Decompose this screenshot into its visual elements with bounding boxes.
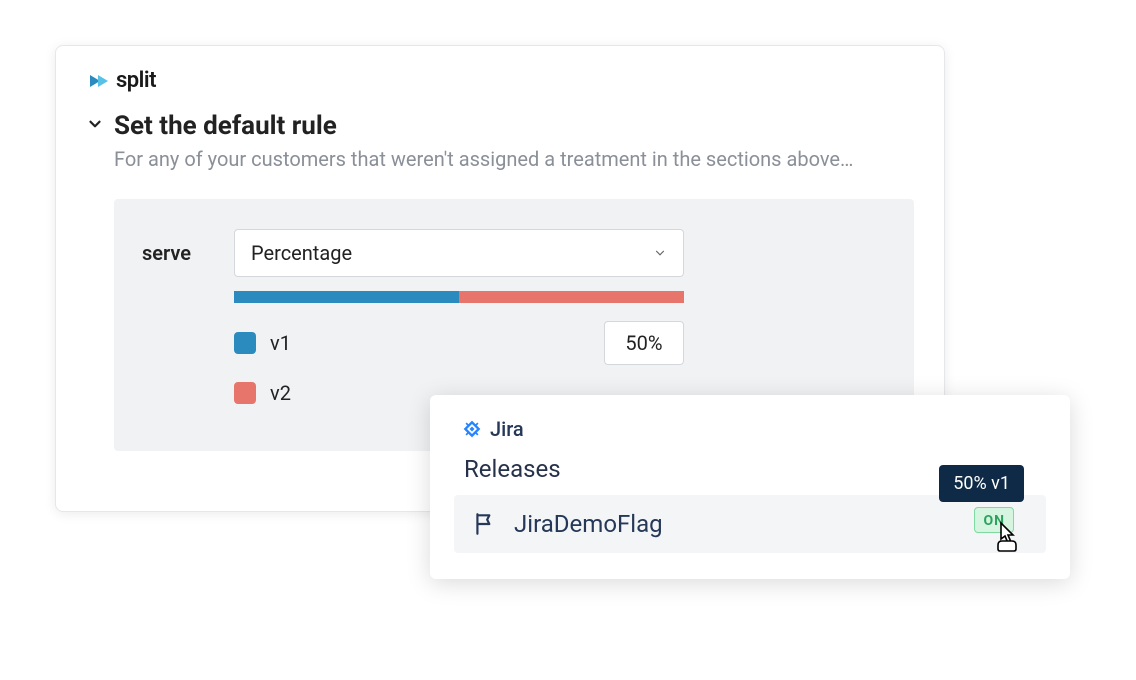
treatment-swatch: [234, 332, 256, 354]
chevron-down-icon: [653, 246, 667, 260]
status-tooltip: 50% v1: [939, 465, 1024, 502]
serve-select[interactable]: Percentage: [234, 229, 684, 277]
jira-panel: Jira Releases JiraDemoFlag 50% v1 ON: [430, 395, 1070, 579]
treatment-row: v1 50%: [234, 321, 684, 365]
jira-logo: Jira: [462, 417, 1046, 441]
allocation-bar-segment: [459, 291, 684, 303]
treatment-label: v1: [270, 331, 590, 355]
flag-name: JiraDemoFlag: [514, 510, 663, 538]
serve-label: serve: [142, 241, 202, 265]
section-description: For any of your customers that weren't a…: [114, 147, 914, 171]
allocation-bar-segment: [234, 291, 459, 303]
serve-select-value: Percentage: [251, 241, 352, 265]
chevron-down-icon: [86, 115, 104, 138]
release-row[interactable]: JiraDemoFlag 50% v1 ON: [454, 495, 1046, 553]
serve-row: serve Percentage: [142, 229, 886, 277]
percentage-input[interactable]: 50%: [604, 321, 684, 365]
treatment-swatch: [234, 382, 256, 404]
split-brand-text: split: [116, 68, 156, 93]
flag-icon: [472, 511, 498, 537]
cursor-icon: [992, 519, 1022, 553]
split-logo: split: [86, 68, 914, 93]
jira-brand-text: Jira: [490, 417, 524, 441]
allocation-bar: [234, 291, 684, 303]
jira-logo-icon: [462, 419, 482, 439]
section-header[interactable]: Set the default rule: [86, 111, 914, 141]
section-title: Set the default rule: [114, 111, 337, 141]
split-logo-icon: [86, 69, 110, 93]
